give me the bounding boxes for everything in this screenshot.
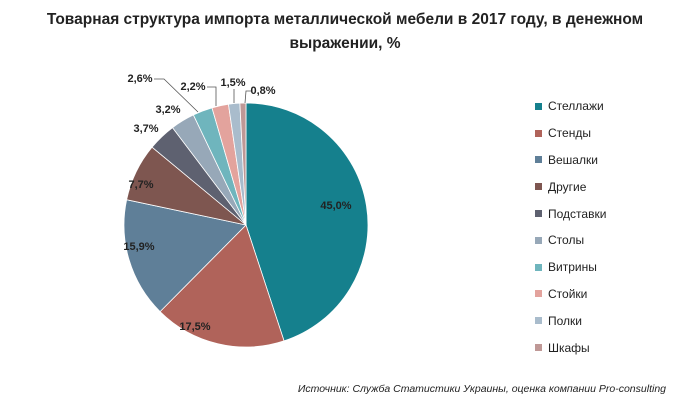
- legend-swatch: [535, 102, 542, 110]
- pie-slice-10: [239, 102, 247, 226]
- legend-item: Подставки: [535, 200, 606, 227]
- legend-label: Столы: [548, 233, 585, 248]
- legend-item: Стенды: [535, 120, 606, 147]
- legend-swatch: [535, 183, 542, 191]
- data-label-2: 17,5%: [179, 321, 210, 333]
- legend-item: Другие: [535, 173, 606, 200]
- legend-label: Стойки: [548, 286, 588, 301]
- leader-line-8: [207, 86, 217, 106]
- pie-slice-3: [123, 199, 247, 313]
- data-label-1: 45,0%: [320, 200, 351, 212]
- chart-legend: Стеллажи Стенды Вешалки Другие Подставки Стол…: [535, 93, 606, 361]
- legend-label: Вешалки: [548, 152, 598, 167]
- legend-item: Шкафы: [535, 334, 606, 361]
- data-label-4: 7,7%: [128, 179, 153, 191]
- data-label-9: 1,5%: [220, 77, 245, 89]
- legend-swatch: [535, 156, 542, 164]
- legend-label: Стенды: [548, 126, 591, 141]
- leader-line-10: [244, 90, 252, 104]
- legend-label: Полки: [548, 313, 582, 328]
- data-label-8: 2,2%: [180, 81, 205, 93]
- legend-item: Стеллажи: [535, 93, 606, 120]
- legend-label: Стеллажи: [548, 99, 604, 114]
- legend-swatch: [535, 263, 542, 271]
- legend-swatch: [535, 210, 542, 218]
- data-labels: 45,0% 17,5% 15,9% 7,7% 3,7% 3,2% 2,6% 2,2% 1,5% 0…: [123, 73, 351, 333]
- legend-item: Полки: [535, 307, 606, 334]
- data-label-10: 0,8%: [250, 85, 275, 97]
- legend-label: Шкафы: [548, 340, 590, 355]
- legend-label: Витрины: [548, 260, 597, 275]
- legend-swatch: [535, 317, 542, 325]
- legend-item: Столы: [535, 227, 606, 254]
- source-note: Источник: Служба Статистики Украины, оце…: [297, 383, 666, 395]
- leader-lines: [154, 78, 252, 113]
- data-label-5: 3,7%: [133, 123, 158, 135]
- pie-slice-2: [159, 224, 285, 348]
- legend-item: Вешалки: [535, 147, 606, 174]
- legend-swatch: [535, 344, 542, 352]
- legend-swatch: [535, 236, 542, 244]
- legend-label: Другие: [548, 179, 587, 194]
- chart-title: Товарная структура импорта металлической…: [46, 11, 644, 52]
- pie-slice-1: [245, 102, 369, 342]
- data-label-6: 3,2%: [155, 104, 180, 116]
- leader-line-7: [154, 78, 199, 113]
- legend-swatch: [535, 129, 542, 137]
- legend-swatch: [535, 290, 542, 298]
- legend-label: Подставки: [548, 206, 607, 221]
- data-label-3: 15,9%: [123, 241, 154, 253]
- data-label-7: 2,6%: [127, 73, 152, 85]
- pie-slices: [123, 102, 369, 348]
- legend-item: Стойки: [535, 281, 606, 308]
- legend-item: Витрины: [535, 254, 606, 281]
